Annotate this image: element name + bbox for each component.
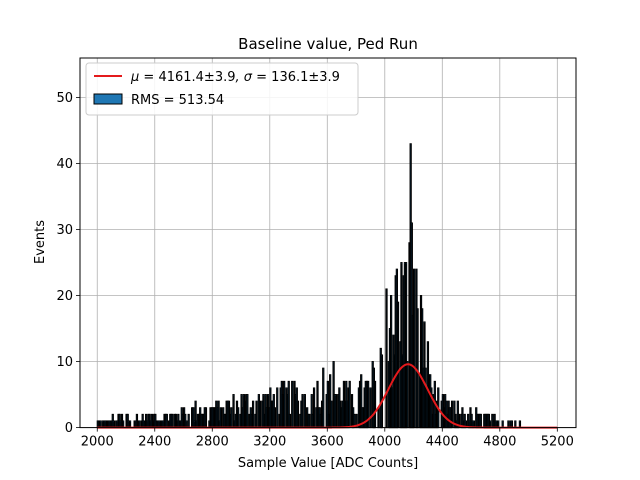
histogram-bar [288, 413, 292, 429]
histogram-bar [373, 380, 377, 429]
y-tick-label: 50 [56, 91, 73, 106]
histogram-bar [187, 413, 190, 429]
histogram-bar [237, 407, 240, 429]
histogram-bar [273, 407, 277, 429]
legend-sigma-value: 136.1±3.9 [271, 70, 340, 85]
legend-box [85, 62, 359, 116]
legend-hist-label: RMS = 513.54 [131, 93, 224, 108]
legend-hist-swatch [93, 93, 123, 105]
histogram-bar [396, 301, 400, 429]
histogram-bar [334, 394, 338, 429]
histogram-bar [283, 380, 286, 429]
histogram-bar [246, 394, 249, 429]
histogram-bar [301, 394, 304, 429]
histogram-bar [416, 308, 419, 429]
histogram-bar [406, 361, 409, 429]
histogram-bar [369, 387, 372, 429]
histogram-bar [165, 413, 168, 429]
x-tick-label: 2000 [81, 435, 114, 450]
histogram-bar [322, 367, 325, 429]
histogram-bar [330, 400, 333, 429]
legend-sigma-prefix: , σ = [236, 70, 272, 85]
x-axis-label: Sample Value [ADC Counts] [238, 456, 418, 471]
legend: μ = 4161.4±3.9, σ = 136.1±3.9 RMS = 513.… [85, 62, 359, 116]
histogram-bar [303, 394, 306, 429]
x-tick-label: 2800 [196, 435, 229, 450]
x-tick-label: 4000 [368, 435, 401, 450]
histogram-bar [251, 400, 255, 429]
histogram-bar [348, 380, 351, 429]
histogram-bar [255, 400, 258, 429]
y-axis-label: Events [33, 220, 48, 264]
histogram-bar [308, 413, 311, 429]
chart-title: Baseline value, Ped Run [238, 35, 418, 53]
x-tick-label: 3600 [311, 435, 344, 450]
x-tick-label: 4400 [426, 435, 459, 450]
legend-mu-prefix: μ = [130, 70, 158, 85]
histogram-bar [412, 268, 416, 429]
histogram-bar [276, 387, 279, 429]
y-tick-label: 20 [56, 289, 73, 304]
y-tick-label: 30 [56, 223, 73, 238]
histogram-bar [204, 407, 208, 429]
x-tick-label: 4800 [483, 435, 516, 450]
legend-fit-label: μ = 4161.4±3.9, σ = 136.1±3.9 [130, 70, 340, 85]
histogram-bar [171, 413, 174, 429]
x-tick-label: 5200 [541, 435, 574, 450]
histogram-bar [258, 400, 262, 429]
y-tick-label: 10 [56, 355, 73, 370]
histogram-bar [479, 413, 482, 429]
histogram-bar [230, 407, 233, 429]
y-tick-label: 40 [56, 157, 73, 172]
histogram-bar [219, 407, 223, 429]
y-tick-label: 0 [65, 421, 73, 436]
histogram-bar [380, 354, 384, 429]
histogram-bar [312, 387, 316, 429]
histogram-bar [377, 407, 380, 429]
histogram-bar [291, 380, 294, 429]
histogram-bar [385, 288, 388, 429]
x-tick-label: 2400 [138, 435, 171, 450]
x-tick-label: 3200 [253, 435, 286, 450]
plot-frame [79, 57, 577, 429]
axis-ticks: 2000 2400 2800 3200 3600 4000 4400 4800 5200 0 10 2… [56, 91, 573, 450]
legend-mu-value: 4161.4±3.9 [158, 70, 235, 85]
histogram-bar [296, 400, 300, 429]
